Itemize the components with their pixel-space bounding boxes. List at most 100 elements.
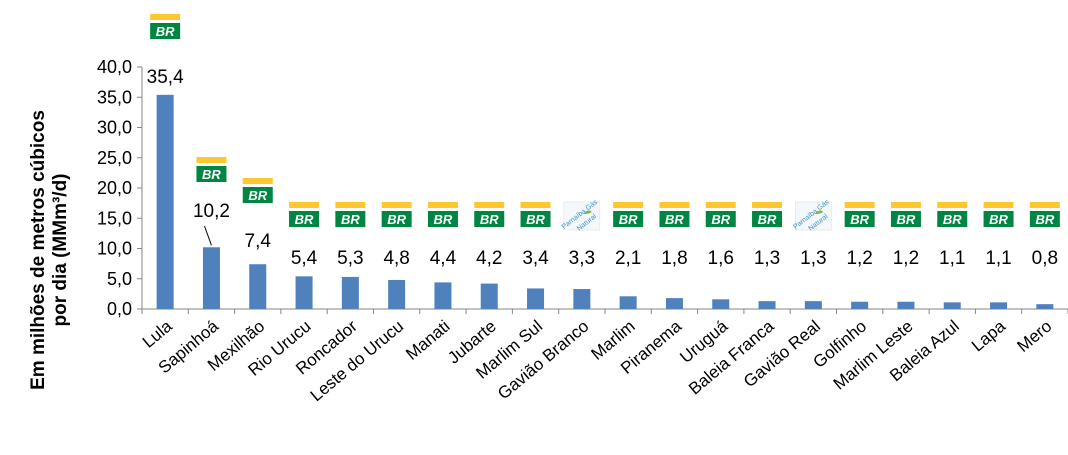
bar — [804, 301, 822, 309]
br-logo-stripe — [196, 157, 227, 163]
br-logo-stripe — [659, 202, 690, 208]
data-label: 7,4 — [245, 231, 272, 252]
br-logo-body — [381, 211, 412, 227]
br-petrobras-logo: BR — [335, 202, 366, 227]
br-logo-stripe — [150, 14, 181, 20]
br-petrobras-logo: BR — [844, 202, 875, 227]
br-logo-stripe — [427, 202, 458, 208]
br-petrobras-logo: BR — [150, 14, 181, 39]
br-logo-text: BR — [665, 212, 684, 227]
br-logo-text: BR — [156, 24, 175, 39]
category-label: Manati — [402, 317, 453, 364]
parnaiba-leaf — [815, 210, 824, 214]
br-logo-stripe — [474, 202, 505, 208]
data-label: 5,4 — [291, 248, 318, 269]
leader-line — [203, 225, 212, 246]
br-logo-body — [289, 211, 320, 227]
data-label: 3,4 — [522, 248, 549, 269]
br-logo-stripe — [752, 202, 783, 208]
parnaiba-logo-bg — [795, 201, 832, 231]
br-logo-body — [474, 211, 505, 227]
br-logo-text: BR — [943, 212, 962, 227]
br-logo-stripe — [289, 202, 320, 208]
br-petrobras-logo: BR — [983, 202, 1014, 227]
br-petrobras-logo: BR — [659, 202, 690, 227]
data-label: 2,1 — [615, 248, 641, 269]
data-label: 1,1 — [985, 248, 1011, 269]
data-label: 1,2 — [846, 248, 872, 269]
bar — [527, 288, 545, 309]
data-label: 1,8 — [661, 248, 687, 269]
br-logo-stripe — [613, 202, 644, 208]
bar — [295, 276, 313, 309]
bar — [758, 301, 776, 309]
br-logo-body — [752, 211, 783, 227]
br-petrobras-logo: BR — [937, 202, 968, 227]
br-petrobras-logo: BR — [613, 202, 644, 227]
bar — [1036, 304, 1054, 309]
br-logo-body — [937, 211, 968, 227]
br-logo-body — [705, 211, 736, 227]
data-label: 1,3 — [800, 248, 826, 269]
br-petrobras-logo: BR — [381, 202, 412, 227]
br-logo-body — [520, 211, 551, 227]
bar — [619, 296, 637, 309]
br-logo-stripe — [983, 202, 1014, 208]
br-logo-body — [196, 166, 227, 182]
br-logo-text: BR — [526, 212, 545, 227]
br-petrobras-logo: BR — [705, 202, 736, 227]
category-label: Lapa — [968, 316, 1010, 355]
bar — [434, 282, 452, 309]
br-logo-body — [150, 23, 181, 39]
br-logo-text: BR — [387, 212, 406, 227]
y-axis-title: Em milhões de metros cúbicos por dia (MM… — [28, 110, 71, 390]
br-logo-stripe — [520, 202, 551, 208]
br-logo-text: BR — [480, 212, 499, 227]
br-logo-text: BR — [619, 212, 638, 227]
data-label: 1,6 — [708, 248, 734, 269]
br-logo-body — [844, 211, 875, 227]
br-logo-text: BR — [989, 212, 1008, 227]
br-logo-stripe — [381, 202, 412, 208]
br-logo-body — [659, 211, 690, 227]
br-petrobras-logo: BR — [474, 202, 505, 227]
data-label: 1,3 — [754, 248, 780, 269]
category-label: Lula — [139, 316, 176, 352]
br-petrobras-logo: BR — [242, 178, 273, 203]
data-labels: 35,4 10,2 7,4 5,4 5,3 4,8 4,4 4,2 3,4 3,3 2,1 1,8 1,… — [147, 67, 1058, 269]
data-label: 4,8 — [383, 248, 409, 269]
br-logo-stripe — [1029, 202, 1060, 208]
bar — [341, 276, 359, 309]
br-logo-body — [890, 211, 921, 227]
br-logo-text: BR — [341, 212, 360, 227]
br-logo-body — [983, 211, 1014, 227]
br-petrobras-logo: BR — [1029, 202, 1060, 227]
y-tick-label: 0,0 — [107, 299, 132, 319]
br-logo-stripe — [937, 202, 968, 208]
y-tick-label: 5,0 — [107, 269, 132, 289]
br-logo-stripe — [890, 202, 921, 208]
br-logo-stripe — [705, 202, 736, 208]
br-petrobras-logo: BR — [752, 202, 783, 227]
y-axis: 0,0 5,0 10,0 15,0 20,0 25,0 30,0 35,0 40,0 — [97, 57, 143, 319]
br-logo-stripe — [242, 178, 273, 184]
y-tick-label: 30,0 — [97, 118, 132, 138]
y-tick-label: 35,0 — [97, 87, 132, 107]
br-petrobras-logo: BR — [890, 202, 921, 227]
br-logo-text: BR — [711, 212, 730, 227]
br-logo-text: BR — [1035, 212, 1054, 227]
bar — [665, 298, 683, 309]
data-label: 4,4 — [430, 248, 457, 269]
br-logo-text: BR — [248, 188, 267, 203]
data-label: 3,3 — [569, 248, 595, 269]
br-logo-body — [335, 211, 366, 227]
parnaiba-leaf — [583, 210, 592, 214]
bar — [851, 301, 869, 309]
br-logo-text: BR — [758, 212, 777, 227]
bar — [202, 247, 220, 309]
br-logo-stripe — [844, 202, 875, 208]
data-label: 35,4 — [147, 67, 184, 88]
